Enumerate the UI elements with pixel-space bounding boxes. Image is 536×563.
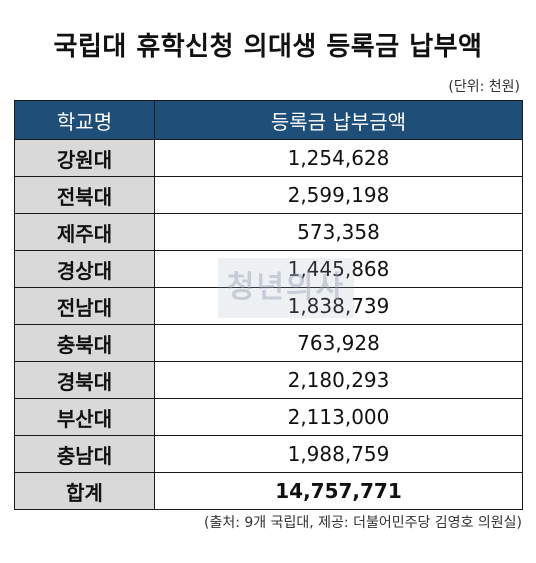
header-amount: 등록금 납부금액 [154, 100, 523, 140]
header-school: 학교명 [14, 100, 155, 140]
school-name: 충북대 [14, 324, 155, 362]
school-name: 충남대 [14, 435, 155, 473]
table-row: 전북대 2,599,198 [14, 176, 523, 214]
total-amount: 14,757,771 [154, 472, 523, 510]
school-name: 부산대 [14, 398, 155, 436]
table-row: 경상대 1,445,868 [14, 250, 523, 288]
tuition-amount: 2,113,000 [154, 398, 523, 436]
unit-note: (단위: 천원) [448, 79, 520, 95]
table-row: 제주대 573,358 [14, 213, 523, 251]
school-name: 제주대 [14, 213, 155, 251]
school-name: 전남대 [14, 287, 155, 325]
tuition-amount: 2,599,198 [154, 176, 523, 214]
tuition-amount: 1,988,759 [154, 435, 523, 473]
total-label: 합계 [14, 472, 155, 510]
table-row: 충북대 763,928 [14, 324, 523, 362]
tuition-amount: 573,358 [154, 213, 523, 251]
school-name: 강원대 [14, 139, 155, 177]
source-note: (출처: 9개 국립대, 제공: 더불어민주당 김영호 의원실) [203, 515, 522, 531]
table-row: 경북대 2,180,293 [14, 361, 523, 399]
school-name: 경상대 [14, 250, 155, 288]
table-row: 충남대 1,988,759 [14, 435, 523, 473]
school-name: 전북대 [14, 176, 155, 214]
tuition-amount: 1,254,628 [154, 139, 523, 177]
table-header-row: 학교명 등록금 납부금액 [14, 100, 523, 140]
total-row: 합계 14,757,771 [14, 472, 523, 510]
tuition-amount: 1,838,739 [154, 287, 523, 325]
tuition-amount: 763,928 [154, 324, 523, 362]
page-title: 국립대 휴학신청 의대생 등록금 납부액 [53, 32, 483, 62]
tuition-table: 학교명 등록금 납부금액 강원대 1,254,628 전북대 2,599,198… [14, 100, 523, 510]
table-row: 부산대 2,113,000 [14, 398, 523, 436]
school-name: 경북대 [14, 361, 155, 399]
table-row: 전남대 1,838,739 [14, 287, 523, 325]
tuition-amount: 1,445,868 [154, 250, 523, 288]
table-row: 강원대 1,254,628 [14, 139, 523, 177]
tuition-amount: 2,180,293 [154, 361, 523, 399]
